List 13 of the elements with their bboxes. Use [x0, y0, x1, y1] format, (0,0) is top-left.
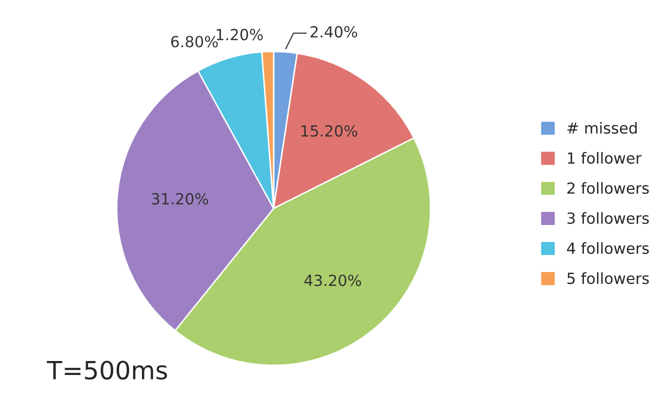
legend-label: 5 followers [567, 272, 649, 284]
legend-label: 2 followers [567, 182, 649, 194]
legend-label: 3 followers [567, 212, 649, 224]
legend-label: 1 follower [568, 152, 642, 164]
data-label: 1.20% [216, 28, 263, 40]
data-label: 31.20% [152, 193, 208, 205]
data-label: 43.20% [304, 274, 362, 286]
data-label: 15.20% [302, 125, 358, 137]
legend-label: 4 followers [567, 242, 649, 254]
legend-label: # missed [567, 122, 637, 134]
text: T=500ms [46, 360, 167, 380]
data-label: 2.40% [310, 26, 358, 38]
data-label: 6.80% [171, 36, 218, 48]
